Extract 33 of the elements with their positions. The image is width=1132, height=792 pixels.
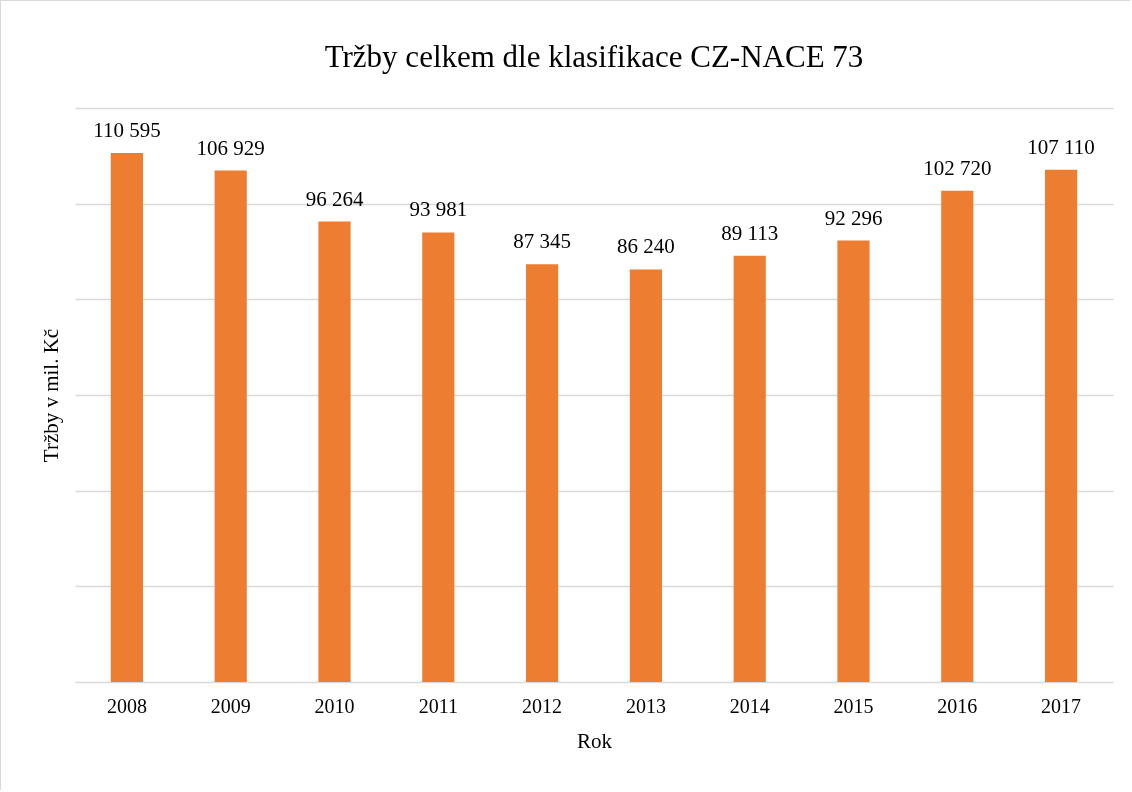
x-tick-label: 2011: [418, 694, 458, 717]
x-tick-label: 2014: [729, 694, 770, 717]
bar: [318, 221, 351, 682]
data-label: 106 929: [196, 135, 265, 160]
data-label: 107 110: [1027, 134, 1095, 159]
x-tick-label: 2015: [833, 694, 874, 717]
x-tick-label: 2009: [210, 694, 251, 717]
x-axis-title: Rok: [576, 728, 613, 753]
bar: [422, 232, 455, 682]
x-tick-label: 2016: [937, 694, 978, 717]
data-label: 93 981: [409, 197, 468, 222]
x-tick-label: 2010: [314, 694, 355, 717]
bar: [214, 170, 247, 682]
data-label: 86 240: [617, 234, 675, 259]
bar: [1045, 169, 1078, 682]
data-label: 102 720: [923, 155, 992, 180]
data-label: 87 345: [513, 229, 571, 254]
bar: [526, 264, 559, 682]
bar: [941, 190, 974, 682]
chart-title: Tržby celkem dle klasifikace CZ-NACE 73: [324, 39, 864, 74]
bar: [733, 255, 766, 682]
x-tick-label: 2013: [625, 694, 666, 717]
data-label: 96 264: [305, 186, 364, 211]
data-label: 92 296: [824, 205, 883, 230]
data-label: 110 595: [93, 117, 161, 142]
x-tick-label: 2012: [522, 694, 563, 717]
y-axis-title: Tržby v mil. Kč: [38, 328, 63, 463]
x-tick-label: 2008: [106, 694, 147, 717]
x-tick-label: 2017: [1041, 694, 1082, 717]
data-label: 89 113: [721, 220, 779, 245]
bar: [629, 269, 662, 682]
bar: [837, 240, 870, 682]
bar: [110, 152, 143, 682]
